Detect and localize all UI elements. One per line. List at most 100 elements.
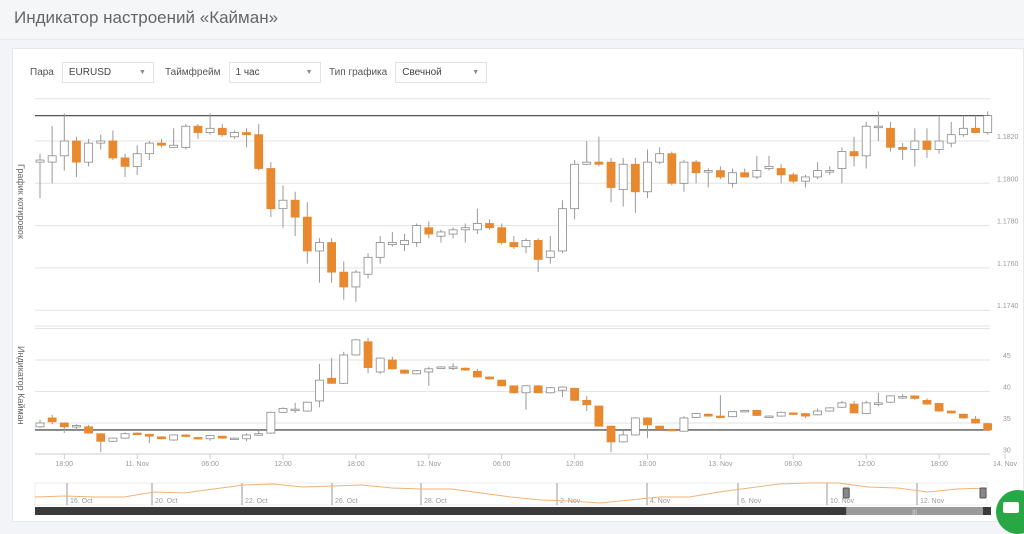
indicator-candle [825,407,835,412]
indicator-tick-label: 30 [1003,448,1011,455]
indicator-candle [691,413,701,418]
indicator-candle [387,359,397,370]
price-candle [108,140,118,159]
indicator-candle [108,437,118,442]
indicator-candle [254,433,264,436]
navigator-handle[interactable] [979,487,987,499]
price-candle [716,170,725,178]
price-candle [813,170,822,178]
chart-type-value: Свечной [402,67,442,78]
price-candle [205,127,215,133]
navigator-tick-label: 10. Nov [830,498,855,505]
price-candle [740,172,750,178]
price-candle [278,199,288,210]
price-candle [302,216,312,252]
indicator-candle [983,423,993,431]
navigator-tick-label: 4. Nov [650,498,671,505]
chevron-down-icon: ▼ [472,69,480,76]
price-candle [472,223,482,231]
price-candle [181,125,191,148]
price-candle [873,125,883,129]
timeframe-value: 1 час [235,67,260,78]
pair-label: Пара [30,67,54,78]
page-header: Индикатор настроений «Кайман» [0,0,1024,40]
indicator-candle [728,411,737,418]
price-candle [157,142,166,146]
pair-select[interactable]: EURUSD ▼ [61,62,154,83]
x-tick-label: 06:00 [785,461,803,468]
indicator-candle [339,354,349,384]
indicator-candle [582,399,592,406]
indicator-candle [96,433,106,442]
x-tick-label: 13. Nov [708,461,733,468]
indicator-candle [667,428,677,432]
indicator-candle [242,434,251,440]
price-candle [558,208,567,252]
price-candle [788,174,798,182]
price-candle [801,176,810,182]
indicator-candle [302,401,312,412]
pair-value: EURUSD [68,67,112,78]
price-candle [703,170,713,173]
indicator-candle [144,433,154,437]
price-candle [59,140,69,157]
chart-canvas[interactable]: 1.1820 1.1800 1.1780 1.1760 1.1740 45 40 35 30 18… [0,0,1024,522]
chart-type-select[interactable]: Свечной ▼ [395,62,488,83]
chevron-down-icon: ▼ [305,69,313,76]
indicator-candle [655,425,665,430]
price-candle [849,151,859,157]
scrollbar-track[interactable] [35,507,991,515]
indicator-tick-label: 45 [1003,353,1011,360]
indicator-candle [934,403,944,412]
indicator-candle [545,387,555,394]
price-candle [667,153,677,184]
indicator-candle [837,402,847,408]
price-candle [618,163,628,191]
timeframe-select[interactable]: 1 час ▼ [228,62,321,83]
indicator-candle [424,368,434,373]
price-candle [448,229,458,235]
price-candle [436,231,446,237]
indicator-candle [375,357,385,373]
indicator-candle [59,422,69,428]
price-tick-label: 1.1760 [997,261,1019,268]
navigator-tick-label: 2. Nov [560,498,581,505]
indicator-candle [412,370,422,375]
price-candle [47,155,57,163]
price-candle [315,242,324,252]
scrollbar-thumb[interactable] [846,507,983,515]
indicator-candle [618,434,628,443]
navigator-handle[interactable] [842,487,850,499]
x-tick-label: 06:00 [493,461,511,468]
indicator-candle [400,369,409,374]
x-tick-label: 18:00 [639,461,657,468]
indicator-candle [521,385,531,394]
price-candle [497,227,507,243]
indicator-candle [776,411,786,417]
price-candle [825,170,835,173]
price-candle [290,199,300,218]
price-candle [764,165,774,169]
price-candle [752,170,762,178]
price-candle [594,161,604,165]
navigator-tick-label: 22. Oct [245,498,268,505]
price-candle [959,127,968,136]
price-candle [169,144,179,148]
price-candle [582,161,592,165]
indicator-candle [679,417,689,432]
price-candle [424,227,434,235]
indicator-candle [485,376,494,380]
price-tick-label: 1.1780 [997,219,1019,226]
x-tick-label: 12:00 [274,461,292,468]
price-candle [898,146,908,150]
price-candle [460,227,470,231]
indicator-candle [72,425,81,428]
price-candle [327,242,337,273]
x-tick-label: 18:00 [930,461,948,468]
price-candle [132,153,142,167]
indicator-candle [436,366,446,369]
indicator-candle [266,411,276,434]
price-candle [217,127,227,136]
indicator-candle [910,395,920,399]
indicator-candle [47,417,57,423]
